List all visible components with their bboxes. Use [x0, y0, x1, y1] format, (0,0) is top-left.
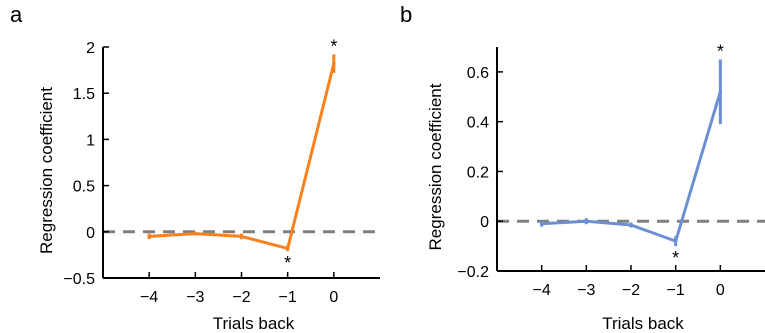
data-point	[193, 231, 198, 236]
x-tick-label: −3	[577, 282, 595, 299]
x-axis-label: Trials back	[213, 314, 295, 333]
data-point	[239, 234, 244, 239]
panel-b: b −0.2 0 0.2 0.4 0.6 −4 −3 −2 −1 0 Trials back Regre…	[400, 2, 765, 333]
data-point	[584, 219, 589, 224]
x-tick-label: −3	[186, 289, 204, 306]
x-tick-label: 0	[716, 282, 725, 299]
x-tick-label: −4	[533, 282, 551, 299]
significance-marker: *	[284, 253, 291, 273]
y-tick-label: 1.5	[73, 86, 95, 103]
x-axis-label: Trials back	[602, 314, 684, 333]
y-tick-label: 0	[480, 214, 489, 231]
significance-marker: *	[330, 36, 337, 56]
panel-label: a	[10, 2, 23, 27]
y-axis-label: Regression coefficient	[37, 87, 56, 254]
y-tick-label: 0.6	[467, 65, 489, 82]
panel-label: b	[400, 2, 412, 27]
data-point	[673, 239, 678, 243]
data-point	[629, 223, 633, 227]
data-point	[147, 234, 151, 239]
y-tick-label: 0	[86, 225, 95, 242]
panel-a: a −0.5 0 0.5 1 1.5 2 −4 −3 −2 −1 0 Trials back Regres…	[10, 2, 380, 333]
x-tick-label: −2	[232, 289, 250, 306]
data-point	[718, 90, 723, 94]
y-tick-label: 2	[86, 40, 95, 57]
y-tick-label: 0.2	[467, 164, 489, 181]
x-tick-label: −1	[279, 289, 297, 306]
y-axis-label: Regression coefficient	[426, 83, 445, 250]
y-tick-label: 0.5	[73, 179, 95, 196]
data-point	[539, 221, 544, 226]
y-tick-label: 0.4	[467, 115, 489, 132]
significance-marker: *	[717, 41, 724, 61]
y-tick-label: −0.2	[457, 264, 489, 281]
series-line	[540, 90, 722, 243]
data-point	[285, 246, 290, 251]
data-point	[332, 61, 336, 66]
x-tick-label: −2	[622, 282, 640, 299]
series-line	[147, 62, 336, 250]
x-tick-label: −1	[667, 282, 685, 299]
y-tick-label: 1	[86, 132, 95, 149]
significance-marker: *	[672, 248, 679, 268]
y-tick-label: −0.5	[63, 271, 95, 288]
x-tick-label: 0	[329, 289, 338, 306]
x-tick-label: −4	[140, 289, 158, 306]
